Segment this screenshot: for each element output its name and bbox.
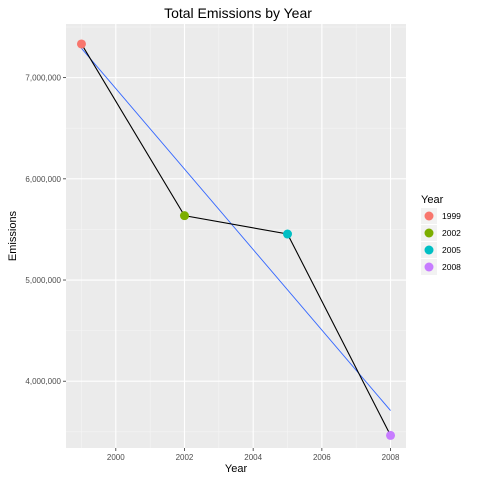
- chart-title: Total Emissions by Year: [164, 5, 312, 21]
- x-axis-ticks: 2000 2002 2004 2006 2008: [107, 448, 400, 462]
- data-point: [283, 229, 293, 239]
- y-axis-ticks: 4,000,000 5,000,000 6,000,000 7,000,000: [25, 74, 66, 386]
- connect-layer: [80, 43, 392, 436]
- data-point: [386, 430, 396, 440]
- legend-marker: [424, 262, 434, 272]
- legend-marker: [424, 228, 434, 238]
- legend-label: 2005: [442, 245, 461, 255]
- legend-label: 2008: [442, 262, 461, 272]
- x-tick-label: 2000: [107, 453, 125, 462]
- y-axis-label: Emissions: [7, 210, 19, 261]
- x-tick-label: 2008: [382, 453, 400, 462]
- data-point: [179, 211, 189, 221]
- trend-line: [81, 47, 391, 411]
- legend: Year 1999 2002 2005 2008: [421, 194, 461, 275]
- x-tick-label: 2006: [313, 453, 331, 462]
- legend-marker: [424, 245, 434, 255]
- legend-title: Year: [421, 194, 444, 206]
- plot-panel: [66, 24, 406, 448]
- major-gridlines: [66, 24, 406, 448]
- series-line: [80, 43, 392, 436]
- minor-gridlines: [66, 24, 406, 448]
- y-tick-label: 6,000,000: [25, 175, 61, 184]
- y-tick-label: 7,000,000: [25, 74, 61, 83]
- y-tick-label: 5,000,000: [25, 276, 61, 285]
- y-tick-label: 4,000,000: [25, 377, 61, 386]
- legend-marker: [424, 211, 434, 221]
- legend-label: 2002: [442, 228, 461, 238]
- data-point: [76, 39, 86, 49]
- x-axis-label: Year: [225, 463, 248, 475]
- trend-layer: [81, 47, 391, 411]
- point-layer: [76, 39, 396, 440]
- x-tick-label: 2004: [244, 453, 262, 462]
- x-tick-label: 2002: [176, 453, 194, 462]
- legend-label: 1999: [442, 211, 461, 221]
